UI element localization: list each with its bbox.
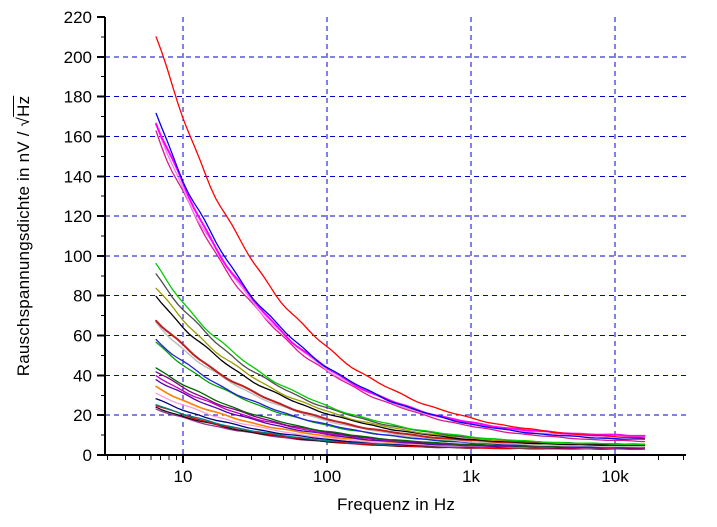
y-tick-label-80: 80 — [73, 287, 92, 306]
x-tick-label-10k: 10k — [601, 467, 629, 486]
series-curve-06 — [155, 262, 646, 446]
series-curve-01 — [155, 36, 646, 439]
y-tick-label-0: 0 — [83, 446, 92, 465]
y-tick-label-100: 100 — [64, 247, 92, 266]
y-tick-label-60: 60 — [73, 327, 92, 346]
x-tick-label-1k: 1k — [462, 467, 480, 486]
x-tick-label-10: 10 — [174, 467, 193, 486]
y-tick-label-220: 220 — [64, 8, 92, 27]
series-curve-07 — [155, 273, 646, 446]
y-tick-label-140: 140 — [64, 167, 92, 186]
y-tick-label-200: 200 — [64, 48, 92, 67]
gridlines — [105, 17, 686, 455]
series-curve-02 — [155, 112, 646, 440]
y-tick-label-180: 180 — [64, 88, 92, 107]
y-tick-label-20: 20 — [73, 406, 92, 425]
ticks — [97, 16, 685, 463]
y-tick-label-160: 160 — [64, 127, 92, 146]
x-tick-label-100: 100 — [313, 467, 341, 486]
series-curve-09 — [155, 295, 646, 447]
x-axis-title: Frequenz in Hz — [336, 495, 456, 514]
series-curve-08 — [155, 287, 646, 446]
series-curve-03 — [155, 123, 646, 437]
series-curve-11 — [155, 321, 646, 448]
series-curve-04 — [155, 122, 646, 439]
y-axis-title: Rauschspannungsdichte in nV / √Hz — [14, 96, 34, 377]
curves — [155, 36, 646, 450]
tick-labels: 0 20 40 60 80 100 120 140 160 180 200 220 10 100 1k 10k — [64, 8, 630, 486]
series-curve-17 — [155, 379, 646, 449]
series-curve-05 — [155, 130, 646, 443]
y-tick-label-120: 120 — [64, 207, 92, 226]
sqrt-argument: Hz — [14, 95, 33, 117]
y-axis-title-text: Rauschspannungsdichte in nV / — [14, 126, 33, 377]
sqrt-symbol: √ — [14, 116, 33, 127]
y-tick-label-40: 40 — [73, 366, 92, 385]
